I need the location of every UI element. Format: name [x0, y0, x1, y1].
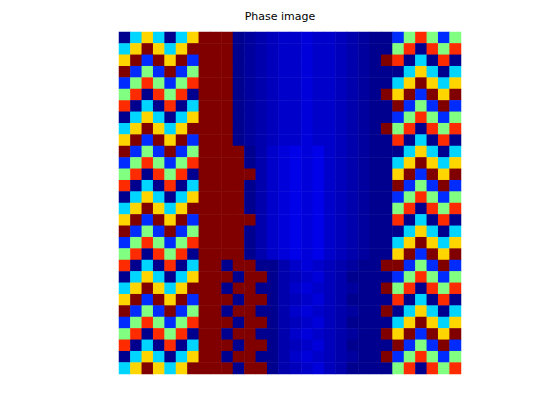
svg-text:Phase image: Phase image — [245, 10, 316, 23]
